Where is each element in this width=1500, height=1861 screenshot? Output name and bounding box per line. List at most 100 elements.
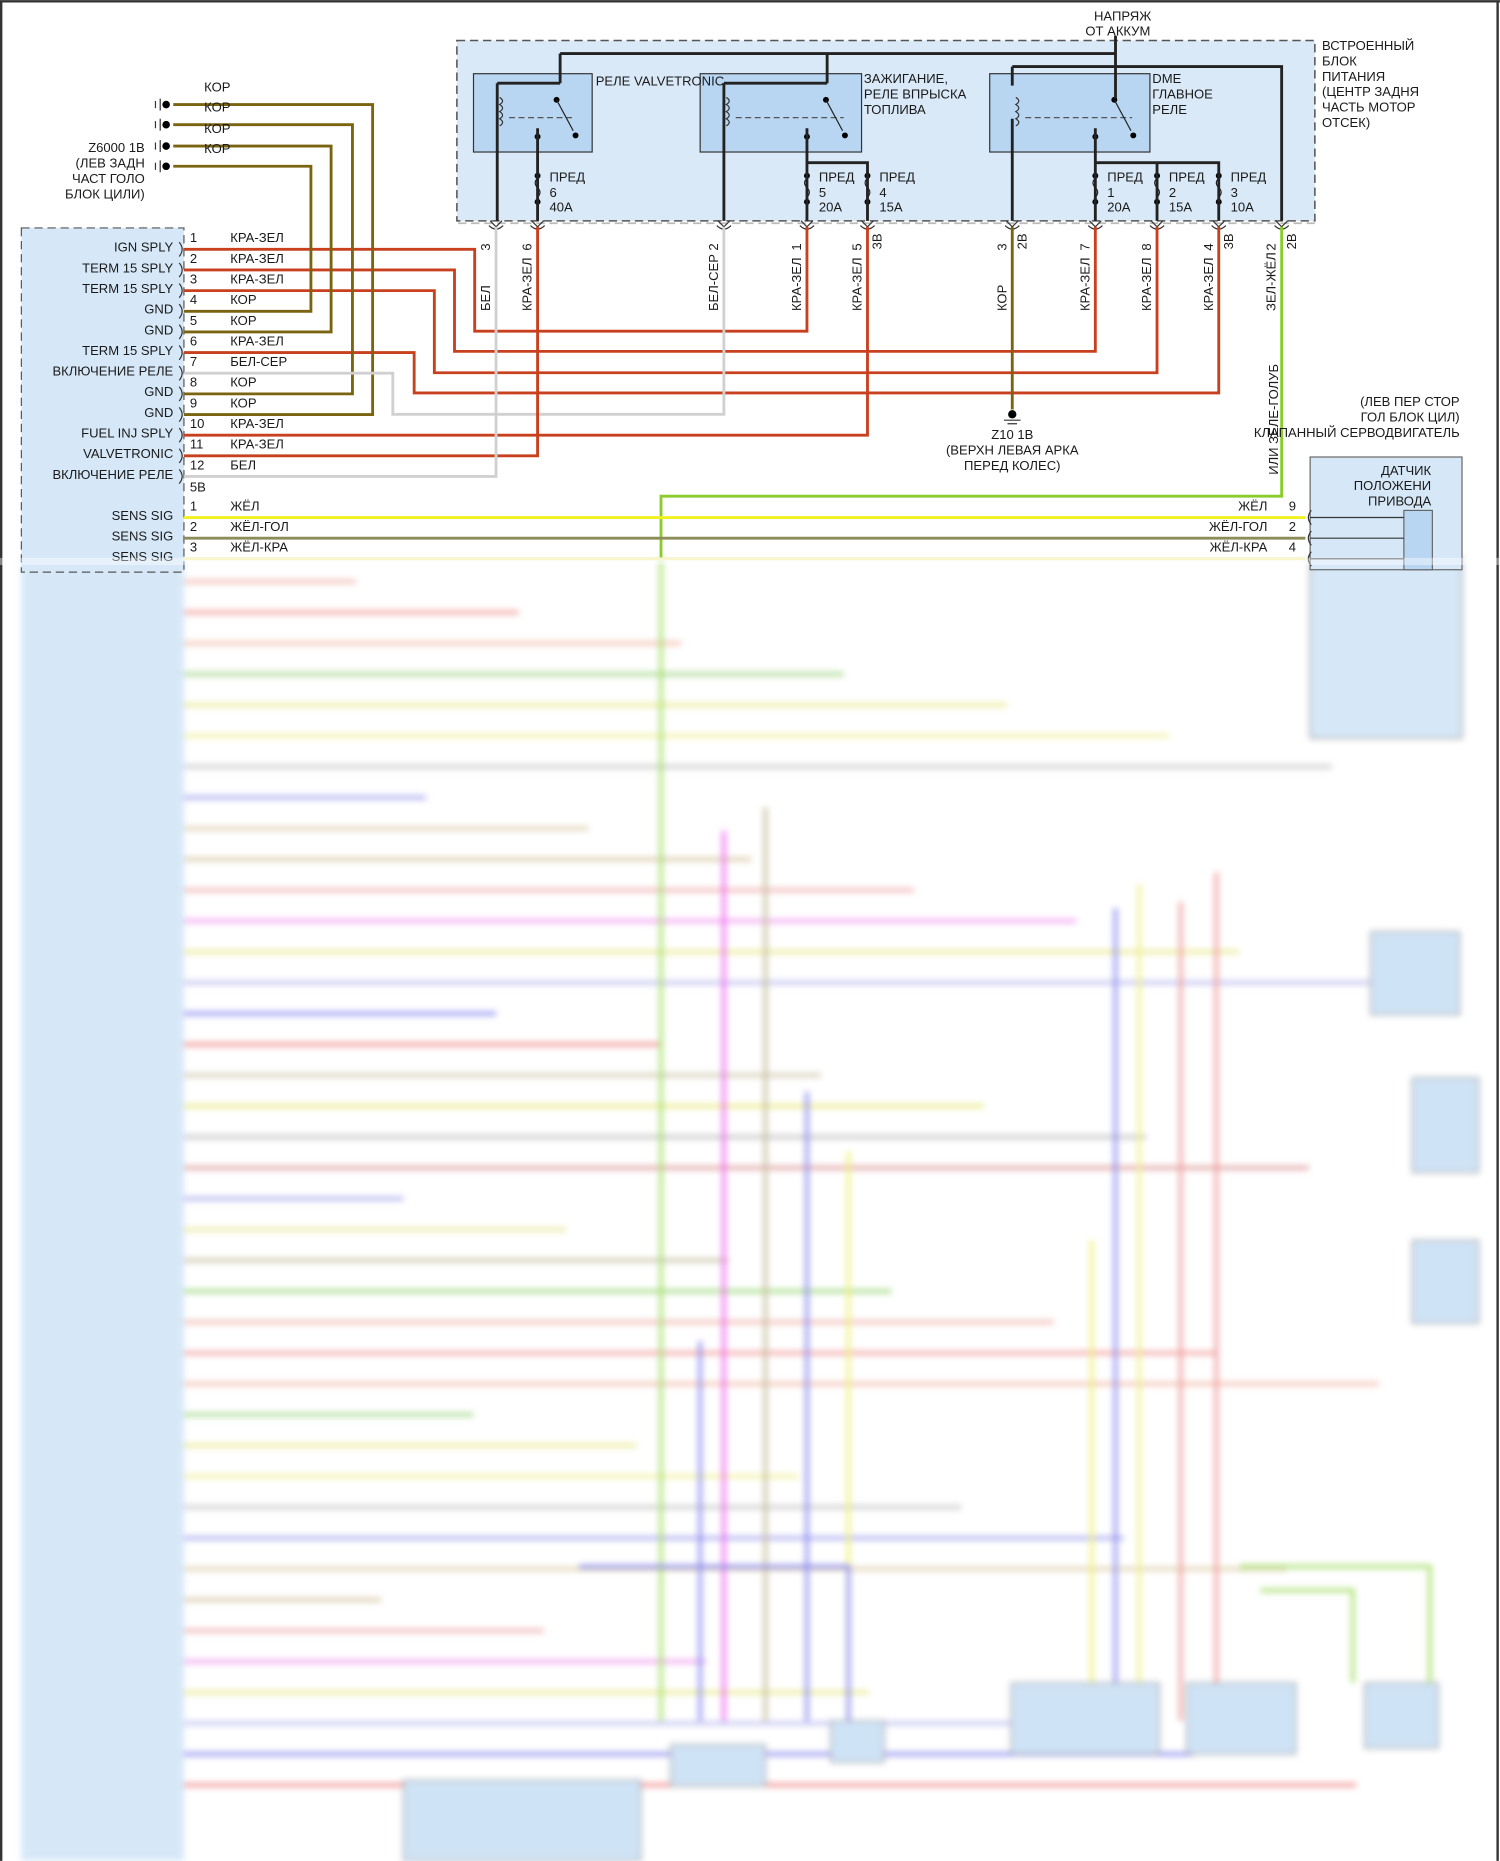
wire-gnd-4	[173, 164, 313, 313]
power-block-label: ПИТАНИЯ	[1322, 69, 1385, 84]
ground-z6000-label: ЧАСТ ГОЛО	[72, 171, 145, 186]
blurred-lower-diagram	[21, 557, 1480, 1861]
sensor-label: ДАТЧИК	[1381, 463, 1432, 478]
pin-function: VALVETRONIC	[83, 446, 173, 461]
box-connector-id: 3B	[870, 233, 885, 249]
box-pin-number: 3	[994, 243, 1009, 250]
power-block-label: БЛОК	[1322, 53, 1357, 68]
wire-color-label: КОР	[230, 292, 257, 307]
servo-label: КЛАПАННЫЙ СЕРВОДВИГАТЕЛЬ	[1254, 425, 1460, 440]
relay-coil-icon	[725, 96, 730, 127]
fuse-rating: 20A	[819, 199, 843, 214]
blurred-component	[1411, 1239, 1480, 1324]
wire-color-label: КРА-ЗЕЛ	[230, 416, 284, 431]
box-pin-number: 4	[1201, 243, 1216, 250]
wire-color-label: ЖЁЛ-ГОЛ	[230, 519, 289, 534]
pin-function: IGN SPLY	[114, 240, 174, 255]
relay-label: ТОПЛИВА	[864, 102, 926, 117]
wire-ign-sply	[183, 226, 809, 333]
pin-terminal-icon	[178, 365, 183, 381]
relay-contact	[1130, 132, 1137, 139]
ground-wire-color: КОР	[204, 100, 231, 115]
wire-color-label: ЖЁЛ	[230, 498, 259, 513]
wire-color-label: БЕЛ-СЕР	[230, 354, 287, 369]
box-pin-number: 2	[1264, 243, 1279, 250]
box-wire-color: КРА-ЗЕЛ	[1139, 257, 1154, 311]
box-pin-number: 6	[520, 243, 535, 250]
box-pin-number: 1	[789, 243, 804, 250]
box-pin-number: 8	[1139, 243, 1154, 250]
blurred-component	[669, 1743, 767, 1787]
relay-switch-icon	[556, 99, 574, 131]
wire-color-label: БЕЛ	[230, 457, 256, 472]
servo-label: (ЛЕВ ПЕР СТОР	[1360, 394, 1460, 409]
box-pin-number: 3	[478, 243, 493, 250]
pin-number: 2	[1289, 519, 1296, 534]
relay-3	[989, 73, 1151, 153]
ground-icon	[154, 98, 161, 111]
alt-wire-label: ИЛИ ЗЕЛЕ-ГОЛУБ	[1266, 364, 1281, 475]
relay-label: РЕЛЕ	[1152, 102, 1187, 117]
sensor-label: ПРИВОДА	[1368, 494, 1431, 509]
connector-body-lower	[21, 557, 184, 1861]
pin-number: 7	[190, 354, 197, 369]
pin-number: 2	[190, 251, 197, 266]
battery-label: НАПРЯЖ	[1094, 8, 1151, 23]
relay-coil-icon	[1014, 96, 1020, 127]
pin-terminal-icon	[178, 468, 183, 484]
relay-contact	[553, 96, 560, 103]
relay-switch-icon	[825, 99, 844, 131]
box-wire-color: БЕЛ-СЕР	[706, 254, 721, 311]
connector-id: 5B	[190, 479, 206, 494]
pin-number: 9	[1289, 498, 1296, 513]
pin-number: 1	[190, 230, 197, 245]
ground-z6000-label: БЛОК ЦИЛИ)	[65, 186, 145, 201]
actuator-sensor-box	[1309, 456, 1463, 571]
fuse-rating: 20A	[1107, 199, 1131, 214]
wire-term15-1	[183, 226, 1097, 353]
blurred-component	[1411, 1077, 1480, 1174]
pin-number: 3	[190, 272, 197, 287]
pin-function: SENS SIG	[112, 529, 174, 544]
relay-label: ГЛАВНОЕ	[1152, 87, 1213, 102]
box-pin-number: 5	[850, 243, 865, 250]
relay-switch-icon	[1113, 99, 1132, 131]
pin-terminal-icon	[178, 427, 183, 443]
ground-icon	[154, 140, 161, 153]
relay-label: РЕЛЕ ВПРЫСКА	[864, 87, 967, 102]
pin-terminal-icon	[178, 283, 183, 299]
ground-z10-icon	[1003, 419, 1021, 425]
fuse-rating: 40A	[549, 199, 573, 214]
power-bus	[497, 35, 1284, 221]
ground-z10-label: Z10 1B	[991, 427, 1033, 442]
battery-label: ОТ АККУМ	[1085, 24, 1150, 39]
ground-icon	[162, 120, 170, 129]
fuse-number: 2	[1169, 185, 1176, 200]
ground-icon	[154, 118, 161, 131]
wire-color-label: КОР	[230, 375, 257, 390]
relay-coil-icon	[498, 96, 504, 127]
fuse-number: 1	[1107, 185, 1114, 200]
sensor-element	[1403, 509, 1433, 571]
wire-servo	[659, 226, 1284, 558]
pin-number: 3	[190, 540, 197, 555]
pin-number: 5	[190, 313, 197, 328]
relay-contact	[841, 132, 848, 139]
blurred-component	[830, 1720, 885, 1763]
dme-connector	[20, 227, 185, 573]
wire-color-label: КРА-ЗЕЛ	[230, 230, 284, 245]
fuse-rating: 15A	[1169, 199, 1193, 214]
blur-edge	[0, 557, 1500, 565]
ground-icon	[154, 160, 161, 173]
fuse-label: ПРЕД	[819, 170, 855, 185]
wire-term15-3	[183, 226, 1221, 395]
pin-function: TERM 15 SPLY	[82, 260, 173, 275]
box-wire-color: ЗЕЛ-ЖЁЛ	[1264, 252, 1279, 311]
box-connector-id: 3B	[1221, 233, 1236, 249]
sensor-terminal-icon	[1307, 530, 1404, 546]
pin-function: ВКЛЮЧЕНИЕ РЕЛЕ	[52, 364, 173, 379]
box-pin-number: 7	[1077, 243, 1092, 250]
pin-terminal-icon	[178, 241, 183, 257]
pin-function: TERM 15 SPLY	[82, 281, 173, 296]
